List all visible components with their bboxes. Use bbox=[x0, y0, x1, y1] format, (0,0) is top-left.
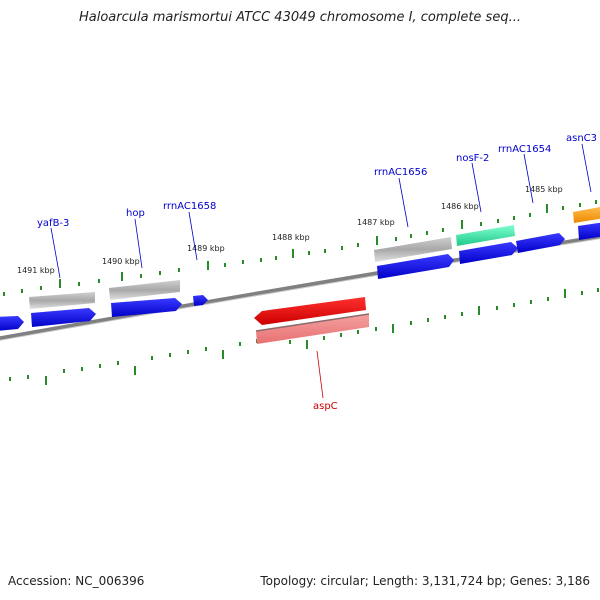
label-leaders bbox=[50, 143, 592, 399]
forward-strand-features[interactable] bbox=[29, 206, 600, 309]
gene-arrow bbox=[516, 233, 565, 253]
gene-arrow bbox=[459, 242, 518, 264]
kbp-label: 1487 kbp bbox=[357, 218, 395, 227]
gene-label-asnc3: asnC3 bbox=[566, 133, 597, 144]
feature-block bbox=[29, 292, 95, 309]
kbp-label: 1485 kbp bbox=[525, 185, 563, 194]
reverse-strand-genes[interactable] bbox=[254, 297, 370, 344]
accession-text: Accession: NC_006396 bbox=[8, 574, 145, 588]
gene-arrow bbox=[31, 308, 96, 327]
gene-arrow bbox=[254, 297, 366, 325]
kbp-label: 1489 kbp bbox=[187, 244, 225, 253]
feature-block bbox=[374, 237, 452, 262]
kbp-label: 1488 kbp bbox=[272, 233, 310, 242]
map-title: Haloarcula marismortui ATCC 43049 chromo… bbox=[79, 10, 521, 25]
gene-arrow bbox=[377, 254, 454, 279]
kbp-labels: 1491 kbp 1490 kbp 1489 kbp 1488 kbp 1487… bbox=[17, 185, 563, 275]
feature-block bbox=[109, 280, 180, 300]
inner-tick-ruler bbox=[9, 288, 599, 385]
outer-tick-ruler bbox=[3, 200, 597, 296]
feature-block bbox=[256, 314, 369, 344]
kbp-label: 1486 kbp bbox=[441, 202, 479, 211]
gene-label-nosf-2: nosF-2 bbox=[456, 153, 489, 164]
feature-block-edge bbox=[255, 313, 370, 332]
kbp-label: 1490 kbp bbox=[102, 257, 140, 266]
leader-line bbox=[50, 227, 61, 279]
leader-line bbox=[316, 350, 324, 399]
forward-strand-genes[interactable] bbox=[0, 222, 600, 331]
gene-arrow bbox=[0, 316, 24, 331]
gene-arrow bbox=[578, 222, 600, 240]
gene-labels[interactable]: yafB-3 hop rrnAC1658 rrnAC1656 nosF-2 rr… bbox=[37, 133, 597, 412]
leader-line bbox=[134, 218, 143, 269]
gene-arrow bbox=[111, 298, 182, 317]
gene-arrow bbox=[193, 295, 208, 306]
leader-line bbox=[523, 153, 534, 204]
leader-line bbox=[188, 211, 198, 261]
leader-line bbox=[398, 177, 409, 228]
gene-label-aspc: aspC bbox=[313, 401, 338, 412]
topology-text: Topology: circular; Length: 3,131,724 bp… bbox=[260, 574, 590, 588]
gene-label-rrnac1658: rrnAC1658 bbox=[163, 201, 216, 212]
gene-label-rrnac1654: rrnAC1654 bbox=[498, 144, 551, 155]
kbp-label: 1491 kbp bbox=[17, 266, 55, 275]
gene-label-yafb-3: yafB-3 bbox=[37, 218, 69, 229]
gene-label-hop: hop bbox=[126, 208, 145, 219]
leader-line bbox=[581, 143, 592, 193]
leader-line bbox=[471, 162, 482, 213]
gene-label-rrnac1656: rrnAC1656 bbox=[374, 167, 427, 178]
feature-block bbox=[573, 206, 600, 223]
feature-block bbox=[456, 225, 515, 246]
